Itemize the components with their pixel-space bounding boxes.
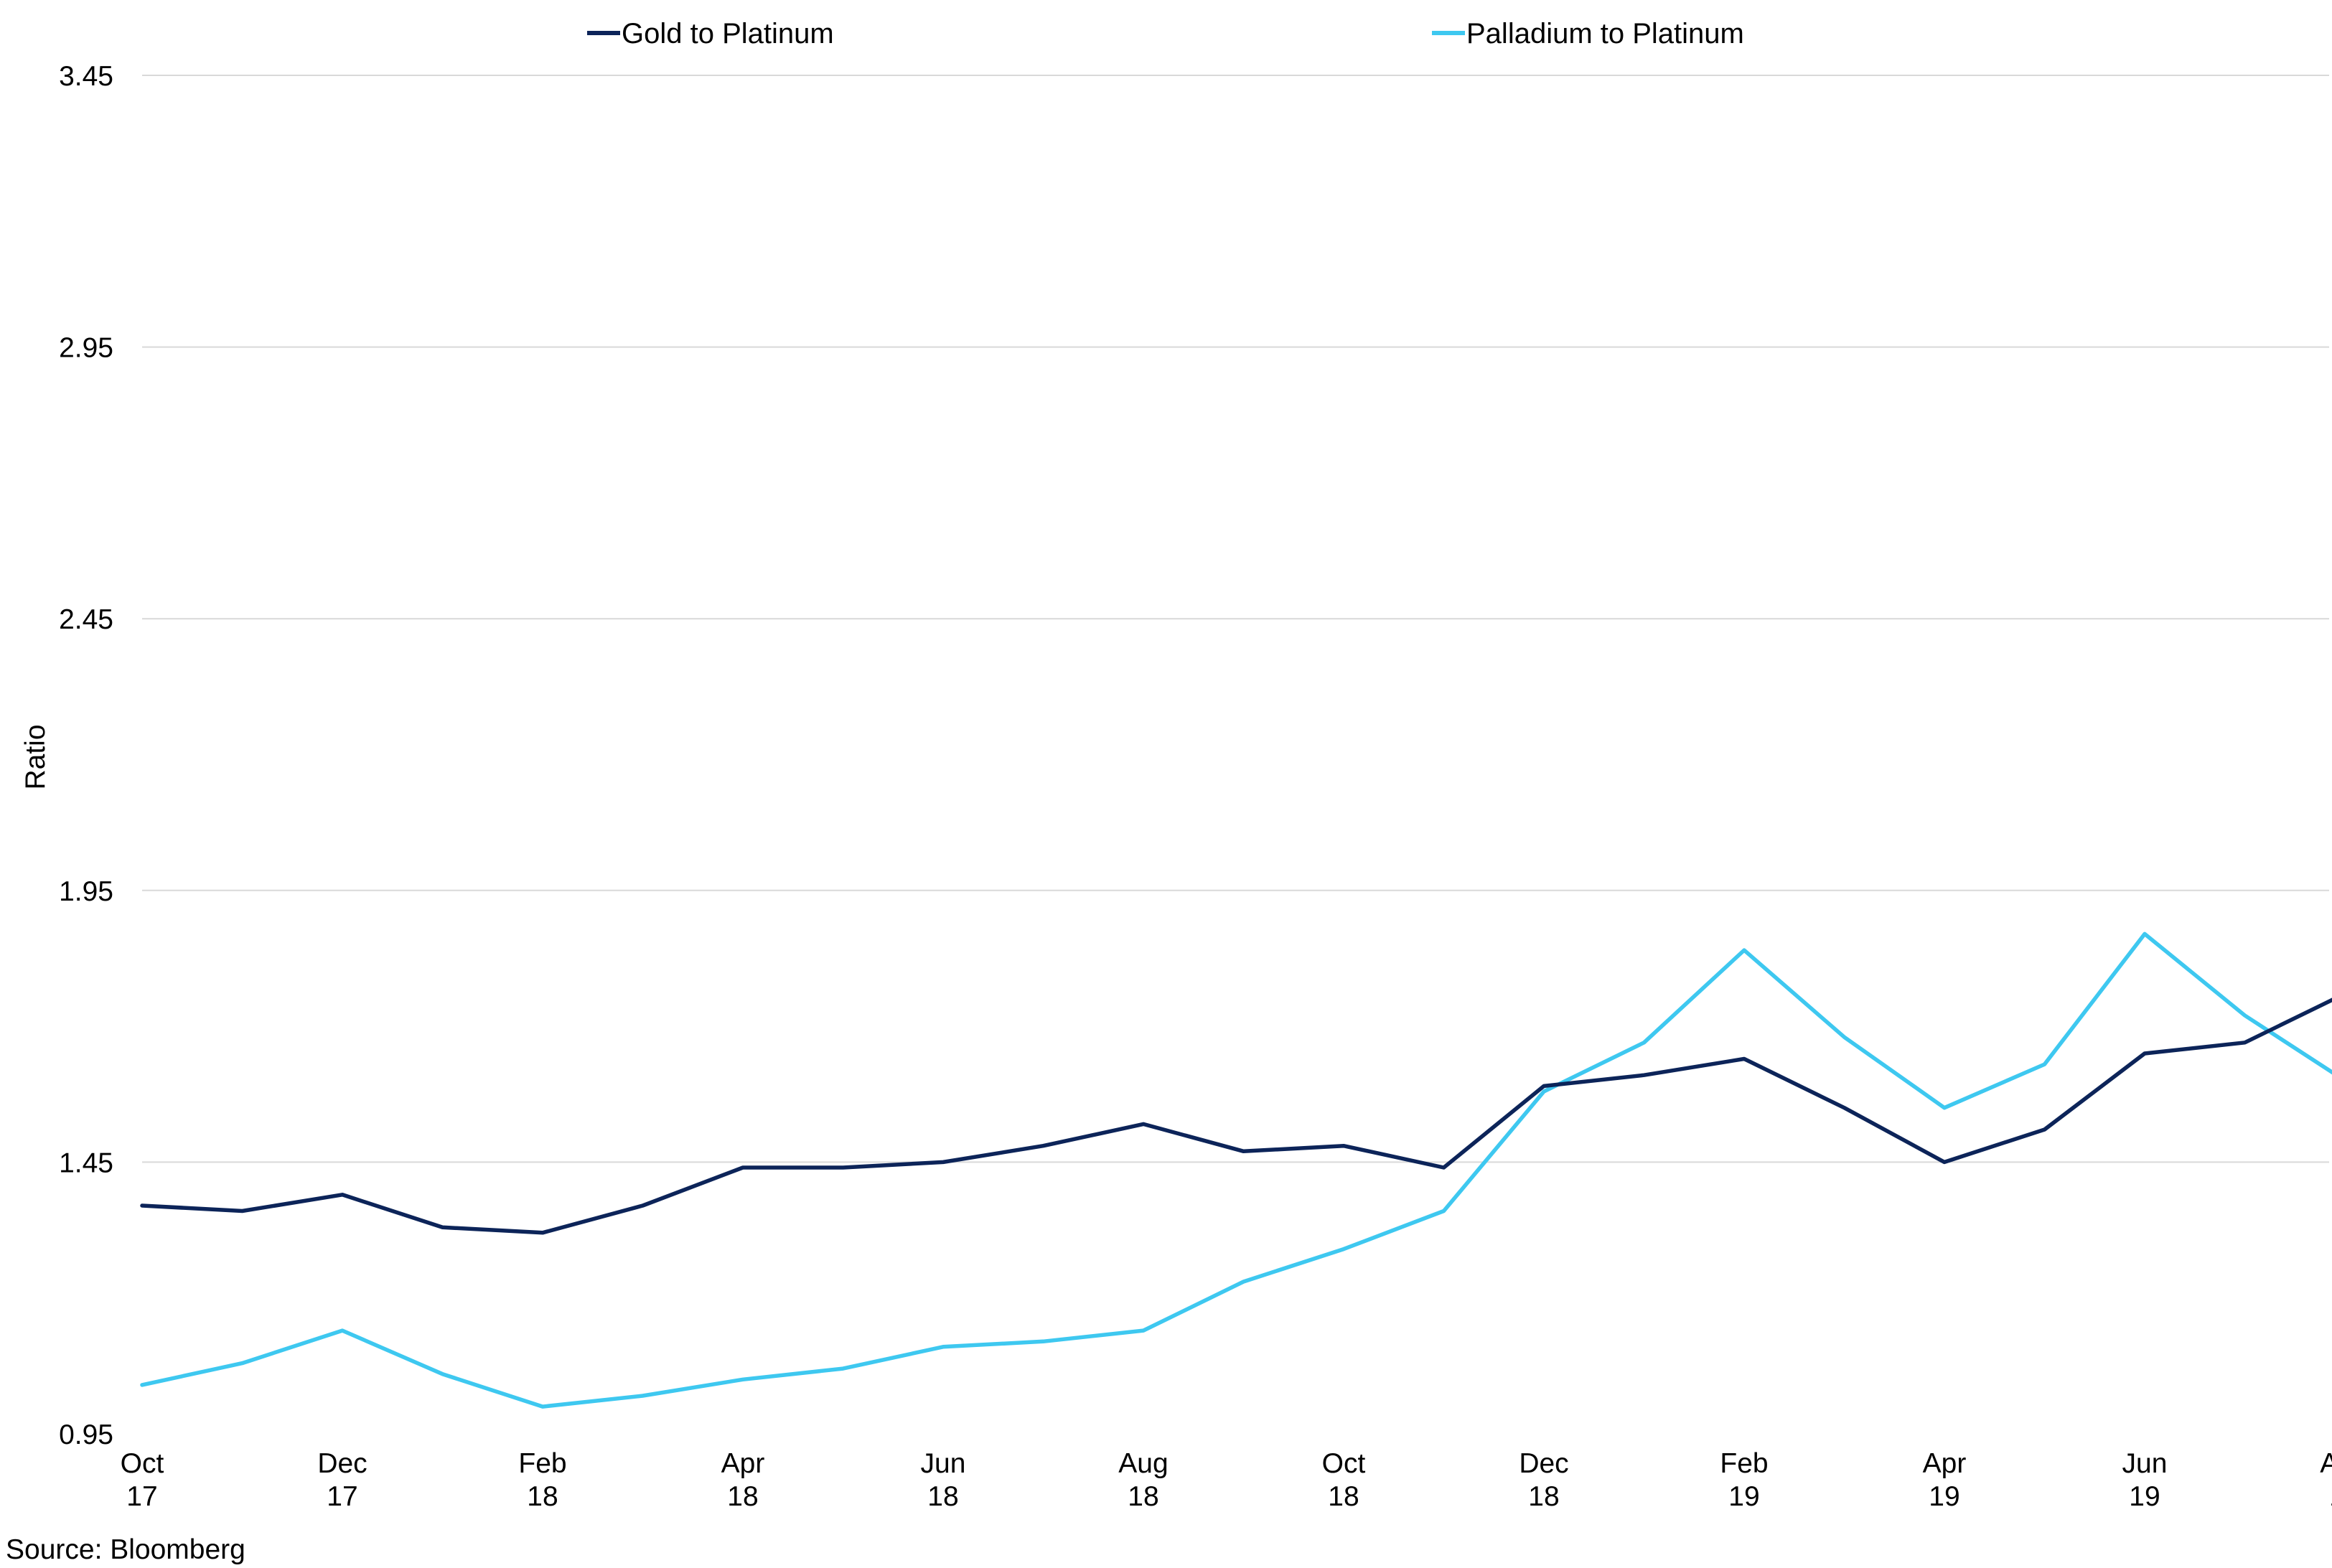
y-axis-title: Ratio bbox=[20, 724, 51, 789]
legend: Gold to Platinum Palladium to Platinum bbox=[587, 18, 1744, 50]
series-lines bbox=[140, 931, 2332, 1409]
y-tick-label: 1.45 bbox=[59, 1147, 113, 1178]
x-tick-label-month: Apr bbox=[721, 1448, 765, 1479]
legend-label-gold-to-platinum: Gold to Platinum bbox=[622, 18, 834, 50]
x-tick-label-month: Oct bbox=[1322, 1448, 1366, 1479]
x-tick-label-month: Jun bbox=[921, 1448, 966, 1479]
gridlines bbox=[142, 75, 2329, 1163]
x-tick-label-year: 18 bbox=[527, 1481, 558, 1512]
x-tick-label-year: 17 bbox=[327, 1481, 357, 1512]
legend-item-gold-to-platinum: Gold to Platinum bbox=[587, 18, 834, 50]
x-tick-label-year: 18 bbox=[727, 1481, 758, 1512]
legend-item-palladium-to-platinum: Palladium to Platinum bbox=[1432, 18, 1744, 50]
x-tick-label-year: 19 bbox=[1929, 1481, 1959, 1512]
x-tick-label-month: Aug bbox=[1118, 1448, 1168, 1479]
x-tick-label-month: Feb bbox=[518, 1448, 566, 1479]
source-note: Source: Bloomberg bbox=[6, 1534, 245, 1565]
y-axis-ticks: 3.45 2.95 2.45 1.95 1.45 0.95 bbox=[59, 61, 113, 1450]
x-tick-label-month: Aug bbox=[2320, 1448, 2332, 1479]
x-tick-label-year: 19 bbox=[2129, 1481, 2160, 1512]
x-tick-label-year: 19 bbox=[1728, 1481, 1759, 1512]
x-tick-label-month: Dec bbox=[317, 1448, 367, 1479]
y-tick-label: 3.45 bbox=[59, 61, 113, 92]
series-line-palladium-to-platinum bbox=[140, 931, 2332, 1409]
x-tick-label-month: Apr bbox=[1923, 1448, 1967, 1479]
y-tick-label: 2.95 bbox=[59, 333, 113, 364]
legend-label-palladium-to-platinum: Palladium to Platinum bbox=[1466, 18, 1744, 50]
y-tick-label: 0.95 bbox=[59, 1419, 113, 1450]
y-tick-label: 2.45 bbox=[59, 604, 113, 635]
x-tick-label-month: Dec bbox=[1519, 1448, 1568, 1479]
series-line-gold-to-platinum bbox=[140, 997, 2332, 1235]
y-tick-label: 1.95 bbox=[59, 876, 113, 907]
x-tick-label-month: Jun bbox=[2122, 1448, 2168, 1479]
x-tick-label-year: 18 bbox=[1528, 1481, 1559, 1512]
x-tick-label-year: 18 bbox=[1128, 1481, 1158, 1512]
x-tick-label-year: 19 bbox=[2329, 1481, 2332, 1512]
x-tick-label-month: Oct bbox=[121, 1448, 164, 1479]
x-tick-label-month: Feb bbox=[1720, 1448, 1768, 1479]
x-axis-ticks: Oct17Dec17Feb18Apr18Jun18Aug18Oct18Dec18… bbox=[121, 1448, 2332, 1512]
x-tick-label-year: 18 bbox=[927, 1481, 958, 1512]
x-tick-label-year: 17 bbox=[126, 1481, 157, 1512]
x-tick-label-year: 18 bbox=[1328, 1481, 1359, 1512]
